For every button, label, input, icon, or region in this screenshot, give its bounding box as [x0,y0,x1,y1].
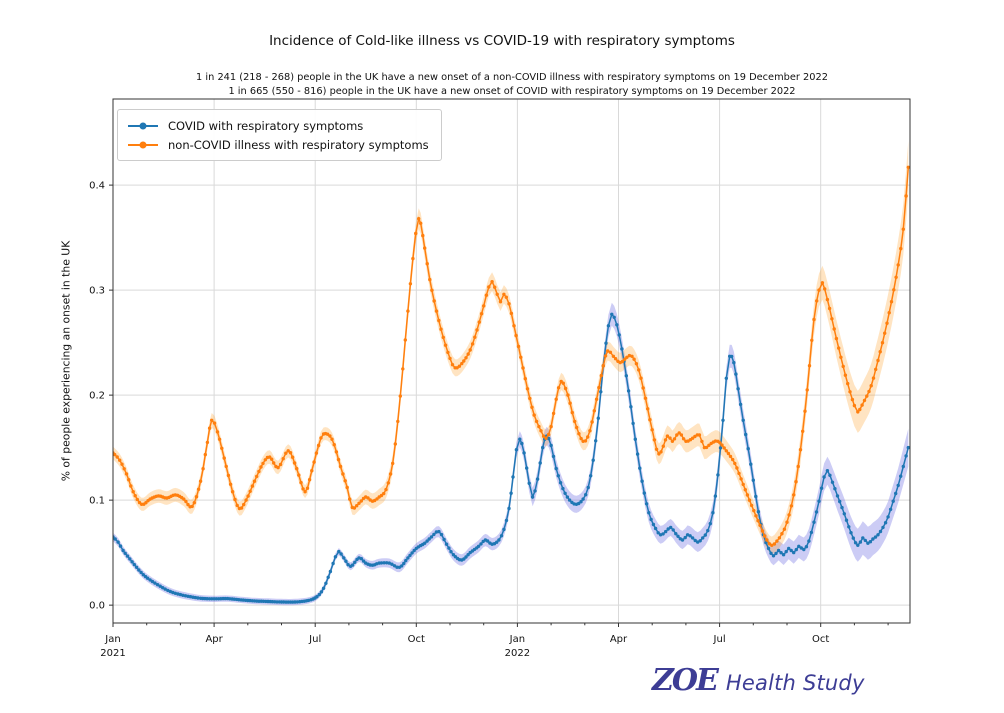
y-tick-label: 0.4 [89,181,105,192]
zoe-logo-brand: ZOE [652,663,719,698]
covid-marker-dot [139,122,147,129]
axes: 0.0 0.1 0.2 0.3 0.4 Jan 2021 Apr Jul Oct Jan 2022 Ap… [89,98,911,659]
legend-label-covid: COVID with respiratory symptoms [168,118,364,133]
noncovid-marker-dot [139,141,147,148]
x-tick-label: Jul [308,634,321,645]
zoe-logo-text: Health Study [725,671,865,695]
x-tick-label: Apr [610,634,628,645]
x-tick-label: Oct [408,634,425,645]
legend-label-noncovid: non-COVID illness with respiratory sympt… [168,137,429,152]
series-1 [113,165,910,547]
zoe-health-study-logo: ZOE Health Study [652,663,865,698]
x-tick-year-label: 2021 [100,648,125,659]
y-tick-label: 0.2 [89,391,105,402]
x-tick-label: Apr [205,634,223,645]
chart-subtitle-line2: 1 in 665 (550 - 816) people in the UK ha… [228,86,796,97]
chart-title: Incidence of Cold-like illness vs COVID-… [269,33,735,49]
x-tick-label: Jan [104,634,120,645]
confidence-band-1 [113,141,909,554]
x-tick-label: Jan [509,634,525,645]
noncovid-line-swatch [128,141,158,148]
covid-line-swatch [128,122,158,129]
y-tick-label: 0.3 [89,286,105,297]
y-tick-label: 0.1 [89,496,105,507]
x-tick-label: Jul [713,634,726,645]
legend-item-noncovid: non-COVID illness with respiratory sympt… [128,135,429,154]
x-tick-label: Oct [812,634,829,645]
series-0 [113,312,910,604]
confidence-band-0 [113,302,909,606]
legend-box: COVID with respiratory symptoms non-COVI… [117,109,442,161]
x-tick-year-label: 2022 [505,648,530,659]
legend-item-covid: COVID with respiratory symptoms [128,116,429,135]
y-tick-label: 0.0 [89,601,105,612]
chart-subtitle-line1: 1 in 241 (218 - 268) people in the UK ha… [196,72,828,83]
